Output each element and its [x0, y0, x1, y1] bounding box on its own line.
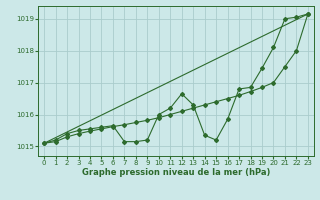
X-axis label: Graphe pression niveau de la mer (hPa): Graphe pression niveau de la mer (hPa) [82, 168, 270, 177]
